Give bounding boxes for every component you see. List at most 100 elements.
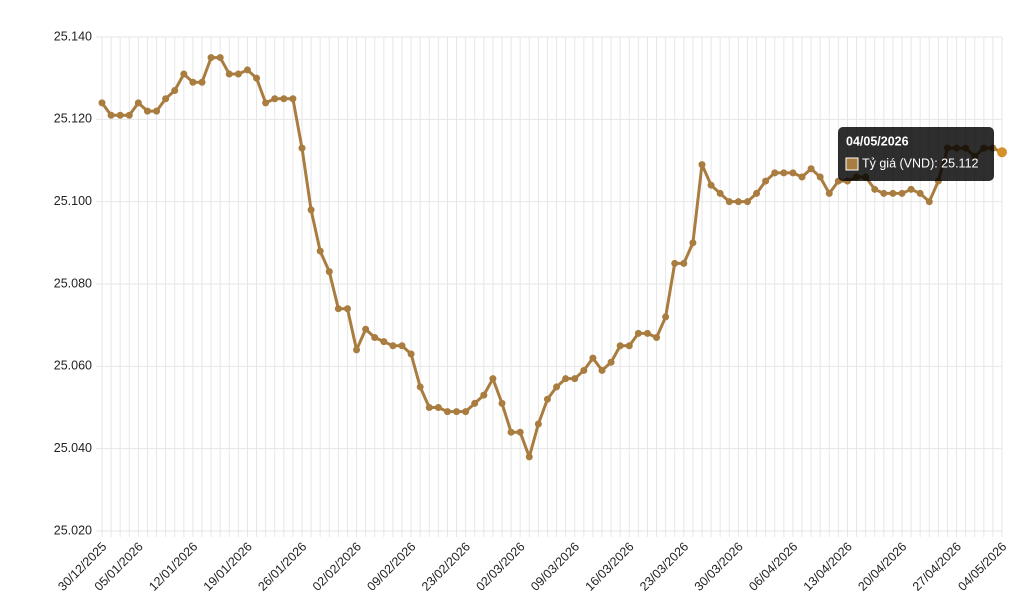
data-point <box>407 350 415 358</box>
data-point <box>216 54 224 62</box>
data-point <box>825 189 833 197</box>
data-point <box>553 383 561 391</box>
data-point <box>171 87 179 95</box>
data-point <box>616 342 624 350</box>
data-point <box>180 70 188 78</box>
data-point <box>225 70 233 78</box>
x-tick-label: 16/03/2026 <box>583 540 637 594</box>
data-point <box>580 366 588 374</box>
data-point <box>434 404 442 411</box>
data-point <box>271 95 279 103</box>
data-point <box>362 325 370 333</box>
data-point <box>997 147 1007 158</box>
data-point <box>425 404 433 411</box>
data-point <box>125 111 133 119</box>
x-tick-label: 06/04/2026 <box>746 540 800 594</box>
data-point <box>462 408 470 416</box>
data-point <box>916 189 924 197</box>
data-point <box>134 99 142 107</box>
tooltip-swatch <box>845 157 859 171</box>
y-tick-label: 25.140 <box>54 29 92 43</box>
data-point <box>562 375 570 383</box>
x-tick-label: 23/02/2026 <box>419 540 473 594</box>
data-point <box>725 198 733 206</box>
data-point <box>316 247 324 255</box>
data-point <box>543 395 551 403</box>
data-point <box>780 169 788 177</box>
x-tick-label: 23/03/2026 <box>637 540 691 594</box>
data-point <box>489 375 497 383</box>
x-tick-label: 02/03/2026 <box>473 540 527 594</box>
data-point <box>789 169 797 177</box>
data-point <box>716 189 724 197</box>
data-point <box>153 107 161 115</box>
data-point <box>889 189 897 197</box>
data-point <box>507 428 515 436</box>
data-point <box>234 70 242 78</box>
data-point <box>453 408 461 416</box>
data-point <box>598 366 606 374</box>
data-point <box>907 185 915 193</box>
x-tick-label: 30/03/2026 <box>692 540 746 594</box>
tooltip: 04/05/2026 Tỷ giá (VND): 25.112 <box>838 127 994 181</box>
y-tick-label: 25.120 <box>54 112 92 126</box>
data-point <box>380 338 388 346</box>
data-point <box>307 206 315 214</box>
data-point <box>898 189 906 197</box>
data-point <box>262 99 270 107</box>
y-tick-label: 25.080 <box>54 276 92 290</box>
tooltip-box <box>838 127 994 181</box>
y-tick-label: 25.100 <box>54 194 92 208</box>
data-point <box>98 99 106 107</box>
data-point <box>762 177 770 185</box>
tooltip-title: 04/05/2026 <box>846 134 909 148</box>
data-point <box>353 346 361 354</box>
data-point <box>298 144 306 152</box>
data-point <box>107 111 115 119</box>
data-point <box>280 95 288 103</box>
data-point <box>389 342 397 350</box>
data-point <box>534 420 542 428</box>
data-point <box>871 185 879 193</box>
data-point <box>807 165 815 173</box>
data-point <box>589 354 597 362</box>
y-tick-label: 25.060 <box>54 359 92 373</box>
x-tick-label: 20/04/2026 <box>855 540 909 594</box>
x-tick-label: 12/01/2026 <box>146 540 200 594</box>
data-point <box>198 78 206 86</box>
data-point <box>753 189 761 197</box>
data-point <box>498 399 506 407</box>
data-point <box>207 54 215 62</box>
data-point <box>516 428 524 436</box>
x-tick-label: 26/01/2026 <box>255 540 309 594</box>
data-point <box>671 259 679 267</box>
data-point <box>689 239 697 247</box>
data-point <box>525 453 533 461</box>
data-point <box>653 334 661 342</box>
data-point <box>707 181 715 189</box>
x-tick-label: 09/02/2026 <box>364 540 418 594</box>
data-point <box>925 198 933 206</box>
data-point <box>371 334 379 342</box>
data-point <box>325 268 333 276</box>
x-tick-label: 09/03/2026 <box>528 540 582 594</box>
tooltip-text: Tỷ giá (VND): 25.112 <box>862 156 979 170</box>
data-point <box>634 329 642 337</box>
data-point <box>771 169 779 177</box>
data-point <box>416 383 424 391</box>
data-point <box>398 342 406 350</box>
data-point <box>162 95 170 103</box>
data-point <box>734 198 742 206</box>
data-point <box>243 66 251 74</box>
x-tick-label: 13/04/2026 <box>801 540 855 594</box>
x-tick-label: 04/05/2026 <box>955 540 1009 594</box>
data-point <box>643 329 651 337</box>
y-tick-label: 25.020 <box>54 523 92 537</box>
data-point <box>607 358 615 366</box>
data-point <box>480 391 488 399</box>
data-point <box>698 161 706 169</box>
data-point <box>880 189 888 197</box>
x-tick-label: 02/02/2026 <box>310 540 364 594</box>
data-point <box>798 173 806 181</box>
